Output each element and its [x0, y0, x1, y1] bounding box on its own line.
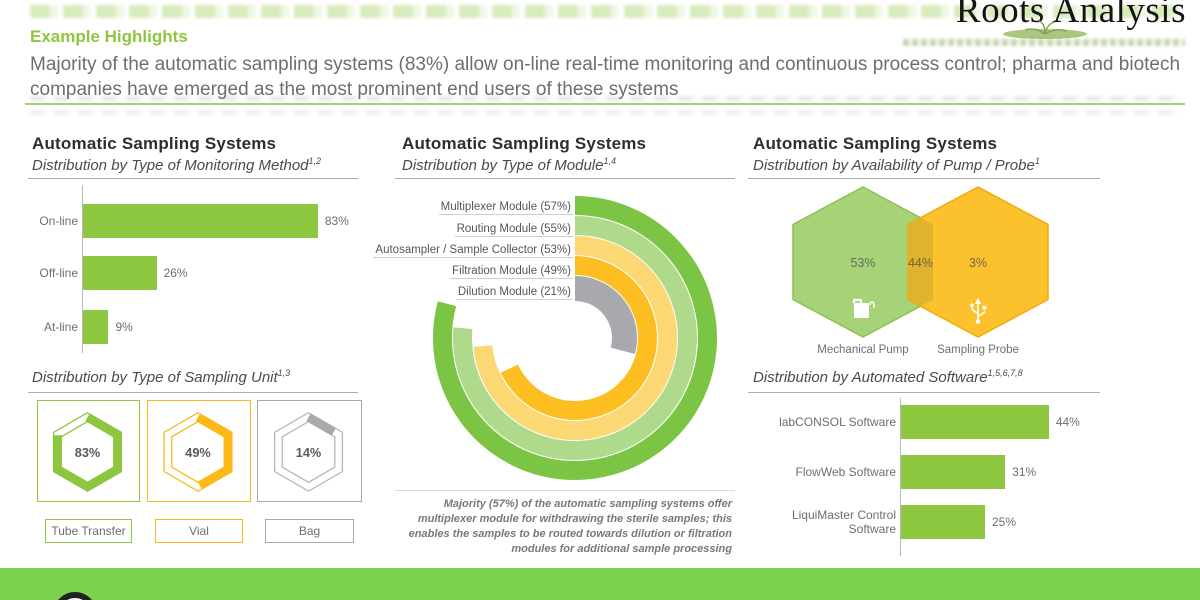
chart-title-pump-probe: Automatic Sampling Systems [753, 134, 998, 153]
divider [28, 178, 358, 179]
radial-bar-chart-module [433, 196, 717, 480]
footer-bar [0, 568, 1200, 600]
watermark-strip-below-rule [30, 110, 1180, 115]
ring-label-filtration: Filtration Module (49%) [450, 265, 573, 279]
ring-label-multiplexer: Multiplexer Module (57%) [438, 201, 573, 215]
bar-value-label: 31% [1012, 464, 1037, 479]
chart-caption-module: Majority (57%) of the automatic sampling… [408, 498, 732, 555]
bar-row: Off-line 26% [28, 255, 188, 290]
chart-subtitle-software: Distribution by Automated Software1,5,6,… [753, 368, 1023, 386]
hex-card-tube-transfer: 83% [37, 400, 140, 502]
venn-overlap-region [908, 217, 933, 307]
hex-tag-vial: Vial [155, 519, 243, 543]
y-axis-line [82, 185, 83, 353]
bar-chart-monitoring: On-line 83% Off-line 26% At-line 9% [28, 185, 368, 353]
bar-row: On-line 83% [28, 203, 349, 238]
chart-subtitle-pump-probe: Distribution by Availability of Pump / P… [753, 156, 1040, 174]
bar-category-label: At-line [43, 319, 78, 334]
bar-value-label: 83% [324, 213, 349, 228]
pump-icon [852, 298, 875, 318]
venn-value-left: 53% [850, 256, 875, 270]
hex-tag-bag: Bag [265, 519, 354, 543]
venn-value-overlap: 44% [908, 256, 933, 270]
chart-subtitle-monitoring-text: Distribution by Type of Monitoring Metho… [32, 157, 309, 174]
chart-subtitle-software-text: Distribution by Automated Software [753, 369, 988, 386]
divider [748, 392, 1100, 393]
bar-value-label: 26% [163, 265, 188, 280]
ring-label-routing: Routing Module (55%) [454, 223, 573, 237]
y-axis-line [900, 398, 901, 556]
bar-category-label: labCONSOL Software [779, 414, 896, 429]
bar-value-label: 44% [1055, 414, 1080, 429]
watermark-strip-above-rule [30, 96, 1180, 101]
ring-label-autosampler: Autosampler / Sample Collector (53%) [373, 244, 573, 258]
radial-ring-2 [473, 236, 678, 440]
chart-title-module: Automatic Sampling Systems [402, 134, 647, 153]
logo-tagline-blur [903, 39, 1185, 46]
chart-subtitle-module: Distribution by Type of Module1,4 [402, 156, 616, 174]
bar-value-label: 9% [115, 319, 133, 334]
bar-row: labCONSOL Software 44% [748, 404, 1080, 439]
bar-offline [83, 255, 157, 290]
venn-label-sampling-probe: Sampling Probe [937, 344, 1019, 356]
footnote-ref: 1,5,6,7,8 [987, 368, 1023, 378]
hex-progress-vial: 49% [163, 412, 233, 492]
bar-category-label: LiquiMaster Control Software [791, 507, 896, 536]
chart-subtitle-monitoring: Distribution by Type of Monitoring Metho… [32, 156, 321, 174]
roots-analysis-logo: Roots Analysis [955, 0, 1186, 31]
footnote-ref: 1,2 [308, 156, 322, 166]
venn-label-mechanical-pump: Mechanical Pump [817, 344, 909, 356]
radial-ring-1 [452, 216, 697, 460]
hex-value-label: 14% [296, 445, 322, 460]
bar-row: At-line 9% [28, 309, 133, 344]
bar-category-label: On-line [39, 213, 78, 228]
divider [395, 178, 735, 179]
chart-subtitle-module-text: Distribution by Type of Module [402, 157, 604, 174]
hex-card-bag: 14% [257, 400, 362, 502]
footnote-ref: 1 [1034, 156, 1040, 166]
bar-chart-software: labCONSOL Software 44% FlowWeb Software … [748, 398, 1200, 558]
bar-value-label: 25% [992, 514, 1017, 529]
bar-online [83, 203, 318, 238]
headline-text: Majority of the automatic sampling syste… [30, 54, 1181, 101]
bar-labconsol [901, 404, 1049, 439]
chart-subtitle-pump-probe-text: Distribution by Availability of Pump / P… [753, 157, 1035, 174]
page-title: Example Highlights [30, 27, 188, 46]
venn-value-right: 3% [969, 256, 987, 270]
radial-ring-3 [500, 256, 658, 420]
radial-ring-4 [574, 276, 637, 355]
bar-category-label: Off-line [39, 265, 78, 280]
watermark-strip-top [30, 5, 1180, 18]
hex-tag-tube-transfer: Tube Transfer [45, 519, 132, 543]
headline-underline [25, 103, 1185, 105]
ring-label-dilution: Dilution Module (21%) [455, 286, 573, 300]
chart-subtitle-sampling-unit-text: Distribution by Type of Sampling Unit [32, 369, 278, 386]
bar-row: LiquiMaster Control Software 25% [748, 504, 1016, 539]
divider [748, 178, 1100, 179]
chart-title-monitoring: Automatic Sampling Systems [32, 134, 277, 153]
roots-graphic-icon [1003, 20, 1087, 39]
bar-flowweb [901, 454, 1006, 489]
hex-card-vial: 49% [147, 400, 251, 502]
divider [28, 392, 358, 393]
bar-row: FlowWeb Software 31% [748, 454, 1036, 489]
hex-progress-tube-transfer: 83% [52, 412, 123, 492]
bar-atline [83, 309, 109, 344]
bar-liquimaster [901, 504, 985, 539]
chart-subtitle-sampling-unit: Distribution by Type of Sampling Unit1,3 [32, 368, 290, 386]
caption-divider [395, 490, 735, 491]
usb-probe-icon [970, 298, 987, 324]
venn-hex-chart: 53% 44% 3% [792, 186, 1049, 338]
hex-value-label: 49% [185, 445, 211, 460]
footnote-ref: 1,3 [277, 368, 291, 378]
bar-category-label: FlowWeb Software [795, 464, 896, 479]
footnote-ref: 1,4 [603, 156, 616, 166]
hex-value-label: 83% [75, 445, 101, 460]
radial-ring-0 [433, 196, 717, 480]
hex-progress-bag: 14% [273, 412, 344, 492]
